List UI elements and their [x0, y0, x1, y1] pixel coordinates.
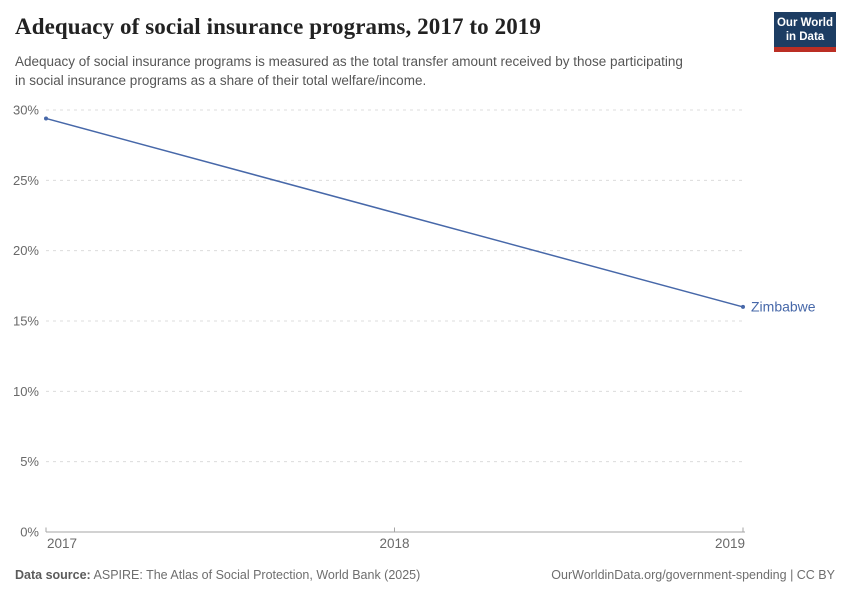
y-axis-tick-label: 20% [13, 243, 39, 258]
owid-logo[interactable]: Our World in Data [774, 12, 836, 52]
y-axis-tick-label: 30% [13, 103, 39, 118]
owid-logo-box: Our World in Data [774, 12, 836, 47]
chart-footer: Data source: ASPIRE: The Atlas of Social… [15, 568, 835, 582]
chart-subtitle: Adequacy of social insurance programs is… [15, 54, 683, 88]
x-axis-tick-label: 2018 [379, 536, 409, 551]
y-axis-tick-label: 25% [13, 173, 39, 188]
y-axis-tick-label: 10% [13, 384, 39, 399]
data-point[interactable] [44, 116, 48, 121]
data-point[interactable] [741, 304, 745, 309]
chart-title: Adequacy of social insurance programs, 2… [15, 14, 542, 39]
owid-logo-line1: Our World [776, 17, 833, 29]
x-axis-tick-label: 2017 [47, 536, 77, 551]
entity-label-zimbabwe[interactable]: Zimbabwe [751, 298, 816, 314]
y-axis-tick-label: 15% [13, 314, 39, 329]
owid-logo-line2: in Data [785, 31, 825, 43]
data-source-value: ASPIRE: The Atlas of Social Protection, … [90, 568, 421, 582]
y-axis-tick-label: 5% [20, 454, 39, 469]
x-axis-tick-label: 2019 [715, 536, 745, 551]
owid-logo-accent-bar [774, 47, 836, 52]
series-line-zimbabwe[interactable] [45, 117, 744, 308]
data-source-note: Data source: ASPIRE: The Atlas of Social… [15, 568, 420, 582]
owid-url-license-link[interactable]: OurWorldinData.org/government-spending |… [551, 568, 835, 582]
data-source-label: Data source: [15, 568, 91, 582]
y-axis-tick-label: 0% [20, 525, 39, 540]
